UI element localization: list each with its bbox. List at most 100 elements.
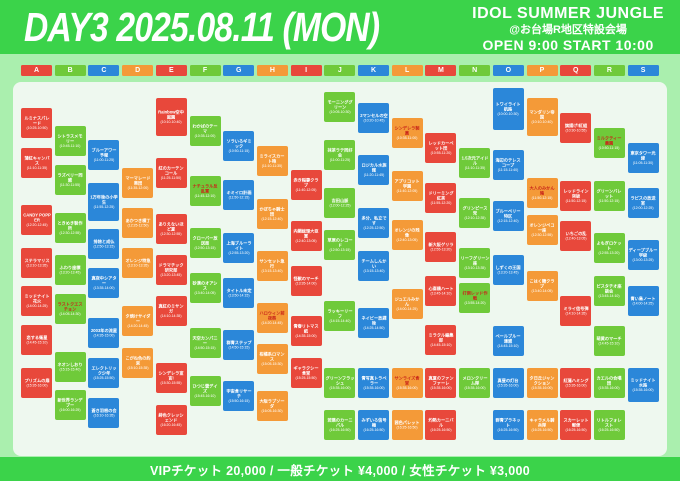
- timetable-block: リーフグリーン座 (13:10-13:35): [459, 248, 491, 278]
- timetable-block: 東京タワー光線 (11:05-11:30): [627, 143, 659, 173]
- timetable-block: ジュエルみかん (14:00-14:25): [391, 289, 423, 319]
- timetable-block: 天空カンパニー (14:50-15:15): [189, 328, 221, 358]
- timetable-block: ペールブルー連盟 (14:45-15:10): [492, 326, 524, 356]
- timetable-block: ミライスカート砲 (11:10-11:35): [256, 146, 288, 176]
- timetable-block: 赤き稲妻クラブ (11:40-12:05): [290, 170, 322, 200]
- timetable-block: 夕日丘ジャンクション (15:35-16:00): [526, 368, 558, 398]
- timetable-block: 排除と成仏 (12:50-13:15): [88, 229, 120, 259]
- timetable-block: カエルの合唱団 (15:35-16:00): [593, 368, 625, 398]
- timetable-block: 萌黄のマーチ (14:45-15:10): [593, 326, 625, 356]
- timetable-block: 群青プラネット (16:25-16:50): [492, 410, 524, 440]
- stage-header-cell-S: S: [627, 65, 659, 76]
- timetable-block: ギャラクシー食堂 (15:25-15:50): [290, 358, 322, 388]
- event-info: IDOL SUMMER JUNGLE @お台場R地区特設会場 OPEN 9:00…: [472, 5, 664, 53]
- timetable-block: ラズベリー同盟 (11:30-11:55): [54, 165, 86, 195]
- ticket-info: VIPチケット 20,000 / 一般チケット ¥4,000 / 女性チケット …: [150, 463, 530, 478]
- timetable-block: グリーンフラッシュ (15:35-16:00): [324, 368, 356, 398]
- timetable-block: 緋色クレッシェンド (16:20-16:45): [155, 405, 187, 435]
- timetable-block: 灼熱カーニバル (16:25-16:50): [425, 410, 457, 440]
- timetable-block: ルミナスパレード (10:25-10:50): [21, 108, 52, 138]
- event-open-start: OPEN 9:00 START 10:00: [482, 36, 654, 53]
- timetable-block: いちごの乱 (12:40-13:05): [560, 221, 592, 251]
- stage-header-cell-D: D: [122, 65, 154, 76]
- timetable-block: グリンピース党 (12:10-12:35): [459, 198, 491, 228]
- timetable-block: 紅のカーテンコール (11:25-11:50): [155, 158, 187, 188]
- stage-header-cell-M: M: [425, 65, 457, 76]
- timetable-block: ステラマリス (13:10-13:35): [21, 248, 52, 278]
- stage-header-cell-O: O: [492, 65, 524, 76]
- stage-header-cell-H: H: [256, 65, 288, 76]
- timetable-block: 大阪ラブソーダ (16:05-16:30): [256, 391, 288, 421]
- timetable-block: ときめき製作所 (12:30-12:55): [54, 213, 86, 243]
- timetable-block: 青春リトマス紙 (14:35-15:00): [290, 316, 322, 346]
- timetable-block: ラッキーリーフ (14:15-14:40): [324, 301, 356, 331]
- timetable-block: 2マンセルの空 (10:20-10:45): [358, 103, 389, 133]
- timetable-block: 心斎橋ハート (13:45-14:10): [425, 276, 457, 306]
- timetable-block: よもぎロケット (12:55-13:20): [593, 233, 625, 263]
- timetable-block: 新世界ランデブー (16:00-16:25): [54, 390, 86, 420]
- timetable-block: キャラメル騎兵隊 (16:25-16:50): [526, 410, 558, 440]
- timetable-block: グリーンバレット (11:50-12:15): [593, 181, 625, 211]
- timetable-block: 柑橘系ロマンス (15:05-15:30): [256, 344, 288, 374]
- timetable-block: 2003年の流星 (14:35-15:00): [88, 318, 120, 348]
- timetable-block: 若葉のカーニバル (16:25-16:50): [324, 410, 356, 440]
- timetable-block: 吉田山脈 (12:00-12:25): [324, 188, 356, 218]
- timetable-block: オレンジの残像 (12:40-13:05): [391, 220, 423, 250]
- stage-header-cell-I: I: [290, 65, 322, 76]
- timetable-block: ドラマチック研究部 (13:20-13:45): [155, 255, 187, 285]
- stage-header-cell-F: F: [189, 65, 221, 76]
- timetable-block: 薄紅キャンバス (11:10-11:35): [21, 148, 52, 178]
- timetable-block: モーニンググリーン (10:05-10:30): [324, 92, 356, 122]
- timetable-block: しずくの王国 (13:20-13:45): [492, 255, 524, 285]
- timetable-block: エレクトリック少年 (15:25-15:50): [88, 358, 120, 388]
- timetable-block: 紅蓮ハミング (15:35-16:00): [560, 368, 592, 398]
- timetable-block: ドリーミング紅茶 (11:55-12:20): [425, 183, 457, 213]
- ticket-info-bar: VIPチケット 20,000 / 一般チケット ¥4,000 / 女性チケット …: [0, 457, 680, 481]
- timetable-block: オレンジ特急 (13:10-13:35): [122, 248, 154, 278]
- timetable-block: みずいろ信号機 (16:25-16:50): [358, 410, 389, 440]
- timetable-block: ミライ信号弾 (14:10-14:35): [560, 296, 592, 326]
- event-day-title: DAY3 2025.08.11 (MON): [24, 4, 380, 50]
- timetable-block: 草原のレコード (12:50-13:15): [324, 230, 356, 260]
- stage-header-cell-K: K: [358, 65, 389, 76]
- timetable-block: こがね色の約束 (15:10-15:35): [122, 348, 154, 378]
- timetable-block: ありえないほど夏 (12:30-12:55): [155, 214, 187, 244]
- timetable-block: ブルーベリー特区 (12:15-12:40): [492, 201, 524, 231]
- timetable-block: スカーレット郵便 (16:25-16:50): [560, 410, 592, 440]
- timetable-block: トワイライト航路 (10:00-10:30): [492, 88, 524, 130]
- timetable-block: 青写真トラベラー (15:35-16:00): [358, 368, 389, 398]
- timetable-block: アプリコット学園 (11:40-12:05): [391, 171, 423, 201]
- timetable-block: あかつき横丁 (12:25-12:50): [122, 208, 154, 238]
- timetable-block: シンデレラ製菓 (10:35-11:00): [391, 118, 423, 148]
- timetable-block: オレンジペコ一座 (12:30-12:55): [526, 215, 558, 245]
- timetable-block: 真昼の灯台 (15:35-16:00): [492, 368, 524, 398]
- timetable-block: タイトル未定 (13:50-14:15): [223, 278, 255, 308]
- timetable-block: 夕焼けサイダー (14:20-14:45): [122, 306, 154, 336]
- header-bar: DAY3 2025.08.11 (MON) IDOL SUMMER JUNGLE…: [0, 0, 680, 54]
- timetable-block: かぼちゃ騎士団 (12:15-12:40): [256, 199, 288, 229]
- timetable-block: シンデレラ宣言! (15:30-15:55): [155, 363, 187, 393]
- timetable-block: 真夜中シアター (13:35-14:00): [88, 268, 120, 298]
- stage-header-cell-Q: Q: [560, 65, 592, 76]
- timetable-block: 大人のみかん箱 (11:50-12:15): [526, 178, 558, 208]
- timetable-block: ロジカル水族館 (11:20-11:45): [358, 155, 389, 185]
- event-name: IDOL SUMMER JUNGLE: [472, 5, 664, 22]
- timetable-block: Rainbow空中庭園 (10:10-10:40): [155, 98, 187, 136]
- timetable-block: 砂漠のオアシス (13:40-14:05): [189, 273, 221, 303]
- stage-header-cell-C: C: [88, 65, 120, 76]
- event-venue: @お台場R地区特設会場: [509, 23, 627, 36]
- stage-header-cell-L: L: [391, 65, 423, 76]
- timetable-block: ブルーアワー予報 (11:00-11:25): [88, 140, 120, 170]
- timetable-block: ミルクティー農園 (10:50-11:15): [593, 128, 625, 158]
- timetable-block: ネオンしおり (15:15-15:40): [54, 352, 86, 382]
- timetable-block: プリズムの扉 (15:35-16:00): [21, 368, 52, 398]
- timetable-block: 真紅のミサンガ (14:10-14:35): [155, 296, 187, 326]
- timetable-block: ミラクル編集部 (14:45-15:10): [425, 325, 457, 355]
- stage-header-cell-B: B: [54, 65, 86, 76]
- timetable-block: ナチュラル反乱軍 (11:45-12:10): [189, 176, 221, 206]
- timetable-block: ひつじ雲デイズ (15:45-16:10): [189, 376, 221, 406]
- timetable-block: レッドライン突破 (11:50-12:15): [560, 181, 592, 211]
- timetable-block: 新大阪ゲリラ (12:55-13:20): [425, 232, 457, 262]
- stage-header-cell-G: G: [223, 65, 255, 76]
- timetable-block: クローバー放送局 (12:50-13:15): [189, 228, 221, 258]
